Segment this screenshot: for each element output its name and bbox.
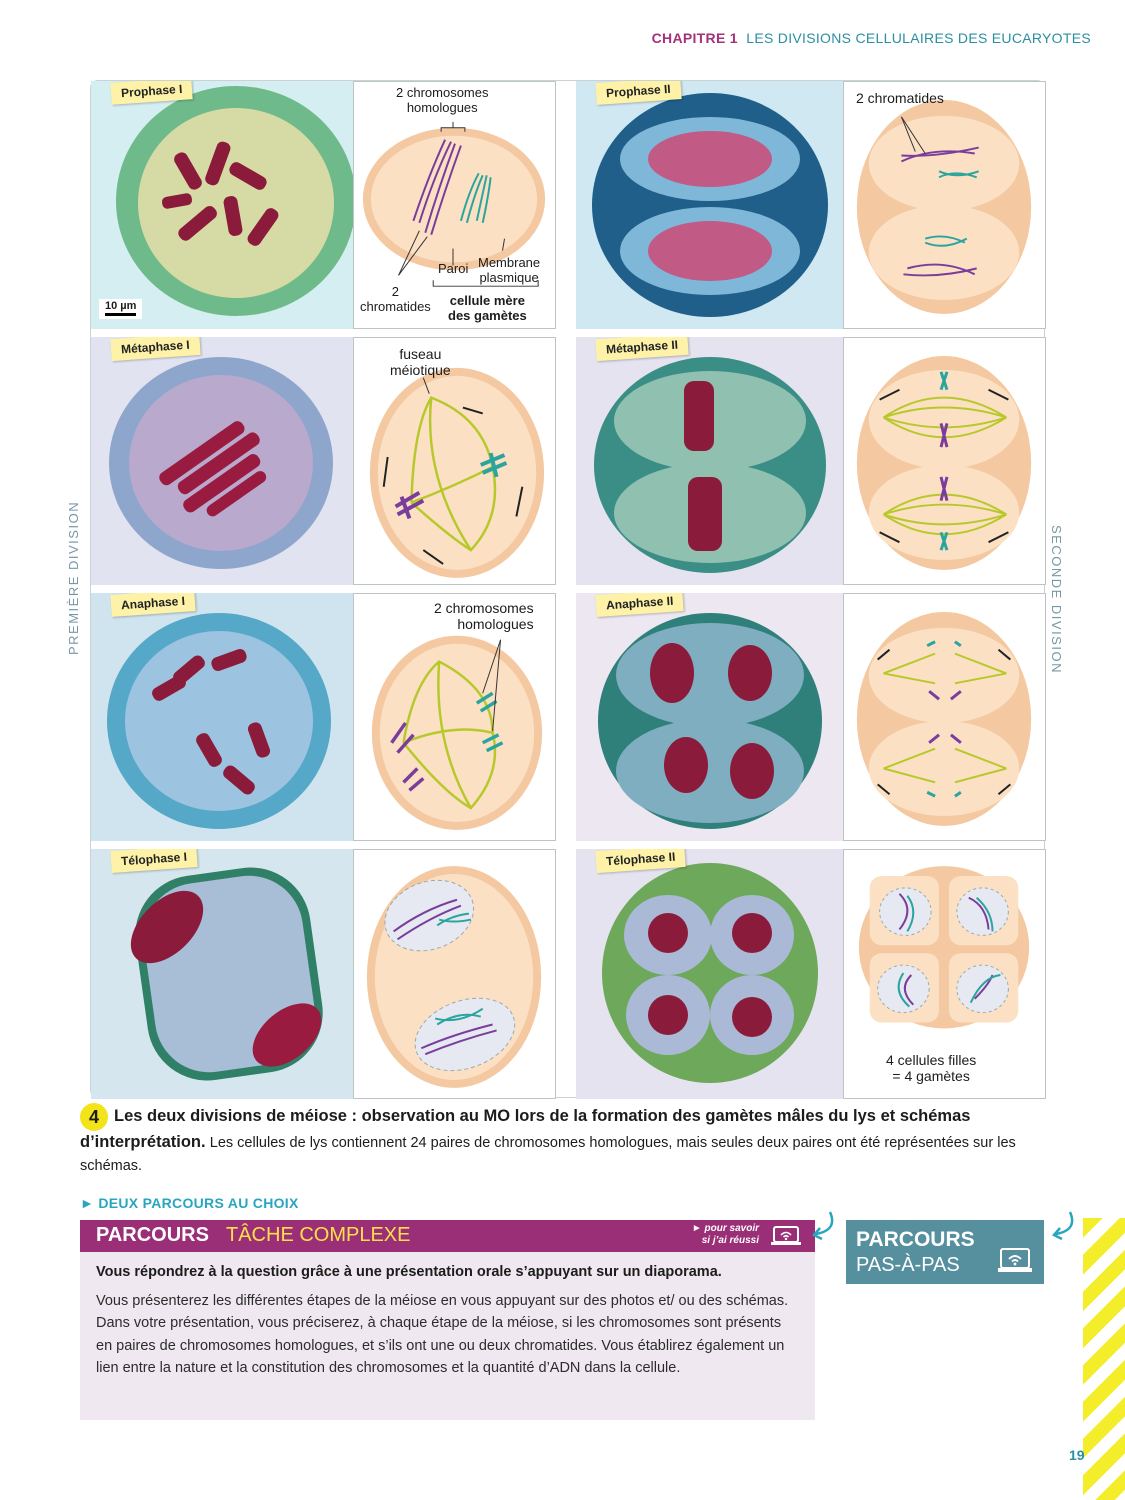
photo-telophase-1: Télophase I [91, 849, 353, 1099]
schema-anaphase-1: 2 chromosomes homologues [353, 593, 556, 841]
schema-metaphase-1: fuseau méiotique [353, 337, 556, 585]
task-header: PARCOURS TÂCHE COMPLEXE ► pour savoir si… [80, 1220, 815, 1252]
photo-anaphase-2: Anaphase II [576, 593, 844, 841]
task-instructions: Vous présenterez les différentes étapes … [96, 1293, 789, 1377]
curved-arrow-icon [812, 1211, 834, 1241]
caption-title: Les deux divisions de méiose : observati… [80, 1106, 971, 1151]
task-complexe-panel: PARCOURS TÂCHE COMPLEXE ► pour savoir si… [80, 1220, 815, 1420]
schema-metaphase-2 [843, 337, 1046, 585]
photo-prophase-1: Prophase I 10 µm [91, 81, 353, 329]
page-number: 19 [1069, 1447, 1085, 1463]
schema-prophase-2: 2 chromatides [843, 81, 1046, 329]
page-header: CHAPITRE 1 LES DIVISIONS CELLULAIRES DES… [652, 30, 1091, 46]
caption-text: Les cellules de lys contiennent 24 paire… [80, 1135, 1016, 1174]
annotation-mother-cell: cellule mère des gamètes [448, 293, 527, 323]
photo-prophase-2: Prophase II [576, 81, 844, 329]
annotation-wall: Paroi [438, 261, 469, 276]
decorative-stripes [1083, 1218, 1125, 1500]
annotation-daughter-cells: 4 cellules filles = 4 gamètes [886, 1052, 977, 1085]
schema-anaphase-2 [843, 593, 1046, 841]
side-label-second-division: SECONDE DIVISION [1049, 525, 1064, 674]
annotation-two-chromatids: 2 chromatides [360, 284, 431, 314]
self-check-hint[interactable]: ► pour savoir si j’ai réussi [691, 1223, 759, 1246]
laptop-wifi-icon [998, 1248, 1032, 1272]
pas-a-pas-line1: PARCOURS [856, 1228, 975, 1251]
curved-arrow-icon [1052, 1211, 1074, 1241]
chapter-title: LES DIVISIONS CELLULAIRES DES EUCARYOTES [746, 30, 1091, 46]
annotation-spindle: fuseau méiotique [390, 346, 451, 379]
laptop-wifi-icon[interactable] [771, 1226, 801, 1246]
figure-caption: 4 Les deux divisions de méiose : observat… [80, 1103, 1040, 1177]
scale-bar-label: 10 µm [105, 300, 137, 312]
schema-telophase-2: 4 cellules filles = 4 gamètes [843, 849, 1046, 1099]
task-lead: Vous répondrez à la question grâce à une… [96, 1264, 722, 1280]
photo-telophase-2: Télophase II [576, 849, 844, 1099]
meiosis-figure: Prophase I 10 µm 2 chromosomes homologue… [90, 80, 1046, 1099]
choices-label: ► DEUX PARCOURS AU CHOIX [80, 1195, 299, 1211]
annotation-two-chromatids-p2: 2 chromatides [856, 90, 944, 106]
schema-prophase-1: 2 chromosomes homologues Paroi Membrane … [353, 81, 556, 329]
parcours-pas-a-pas-button[interactable]: PARCOURS PAS-À-PAS [846, 1220, 1044, 1284]
annotation-membrane: Membrane plasmique [478, 255, 541, 285]
photo-metaphase-1: Métaphase I [91, 337, 353, 585]
pas-a-pas-line2: PAS-À-PAS [856, 1254, 960, 1276]
schema-telophase-1 [353, 849, 556, 1099]
annotation-homologous-pair: 2 chromosomes homologues [396, 85, 489, 115]
figure-number: 4 [80, 1103, 108, 1131]
scale-bar: 10 µm [99, 299, 143, 319]
chapter-number: CHAPITRE 1 [651, 30, 738, 46]
photo-anaphase-1: Anaphase I [91, 593, 353, 841]
annotation-two-homologous: 2 chromosomes homologues [434, 600, 534, 633]
photo-metaphase-2: Métaphase II [576, 337, 844, 585]
side-label-first-division: PREMIÈRE DIVISION [66, 500, 81, 655]
task-title-b: TÂCHE COMPLEXE [226, 1224, 411, 1246]
task-title-a: PARCOURS [96, 1224, 209, 1246]
